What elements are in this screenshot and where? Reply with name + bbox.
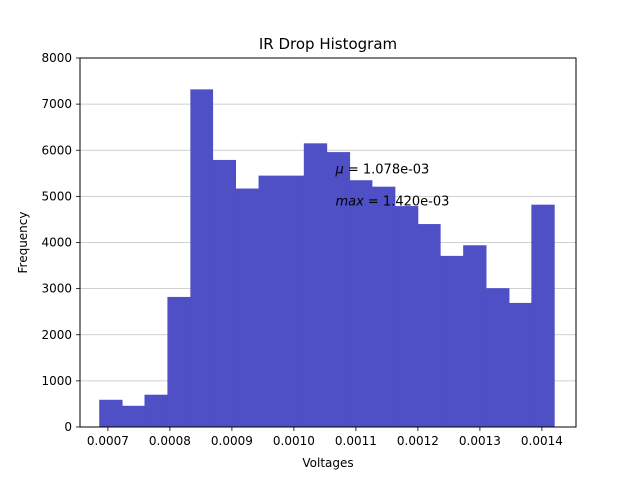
- y-tick-label: 5000: [41, 189, 72, 203]
- x-tick-label: 0.0009: [211, 434, 253, 448]
- x-axis-ticks: 0.0007 0.0008 0.0009 0.0010 0.0011 0.0012 0.00…: [87, 427, 563, 448]
- histogram-bar: [509, 302, 532, 427]
- histogram-bar: [258, 175, 282, 427]
- y-axis-label: Frequency: [16, 212, 30, 274]
- histogram-bar: [394, 206, 419, 427]
- x-tick-label: 0.0007: [87, 434, 129, 448]
- stat-annotation-0: μ = 1.078e-03: [334, 162, 429, 177]
- histogram-bar: [212, 159, 237, 427]
- histogram-bar: [190, 89, 214, 428]
- histogram-bar: [463, 245, 487, 427]
- x-tick-label: 0.0010: [273, 434, 315, 448]
- y-tick-label: 4000: [41, 236, 72, 250]
- x-tick-label: 0.0013: [459, 434, 501, 448]
- annotations: μ = 1.078e-03 max = 1.420e-03: [334, 162, 449, 209]
- y-tick-label: 2000: [41, 328, 72, 342]
- histogram-bar: [99, 399, 123, 427]
- y-tick-label: 0: [64, 420, 72, 434]
- histogram-bar: [303, 143, 328, 428]
- histogram-bar: [372, 186, 396, 427]
- histogram-bar: [281, 175, 305, 427]
- histogram-bar: [326, 152, 351, 427]
- histogram-bar: [440, 255, 464, 427]
- x-tick-label: 0.0008: [149, 434, 191, 448]
- y-tick-label: 8000: [41, 51, 72, 65]
- histogram-bar: [486, 288, 510, 427]
- histogram-bar: [122, 405, 145, 427]
- histogram-bar: [235, 188, 259, 427]
- y-tick-label: 1000: [41, 374, 72, 388]
- chart-title: IR Drop Histogram: [259, 35, 397, 53]
- histogram-bars: [99, 89, 555, 428]
- histogram-bar: [417, 224, 441, 427]
- y-axis-ticks: 0 1000 2000 3000 4000 5000 6000 7000 8000: [41, 51, 80, 434]
- stat-annotation-1: max = 1.420e-03: [335, 195, 449, 210]
- y-tick-label: 3000: [41, 282, 72, 296]
- histogram-bar: [349, 180, 373, 427]
- histogram-bar: [531, 204, 555, 427]
- x-axis-label: Voltages: [302, 456, 353, 470]
- x-tick-label: 0.0012: [397, 434, 439, 448]
- histogram-bar: [167, 296, 191, 427]
- x-tick-label: 0.0014: [521, 434, 563, 448]
- histogram-bar: [144, 394, 168, 427]
- x-tick-label: 0.0011: [335, 434, 377, 448]
- y-tick-label: 7000: [41, 97, 72, 111]
- y-tick-label: 6000: [41, 143, 72, 157]
